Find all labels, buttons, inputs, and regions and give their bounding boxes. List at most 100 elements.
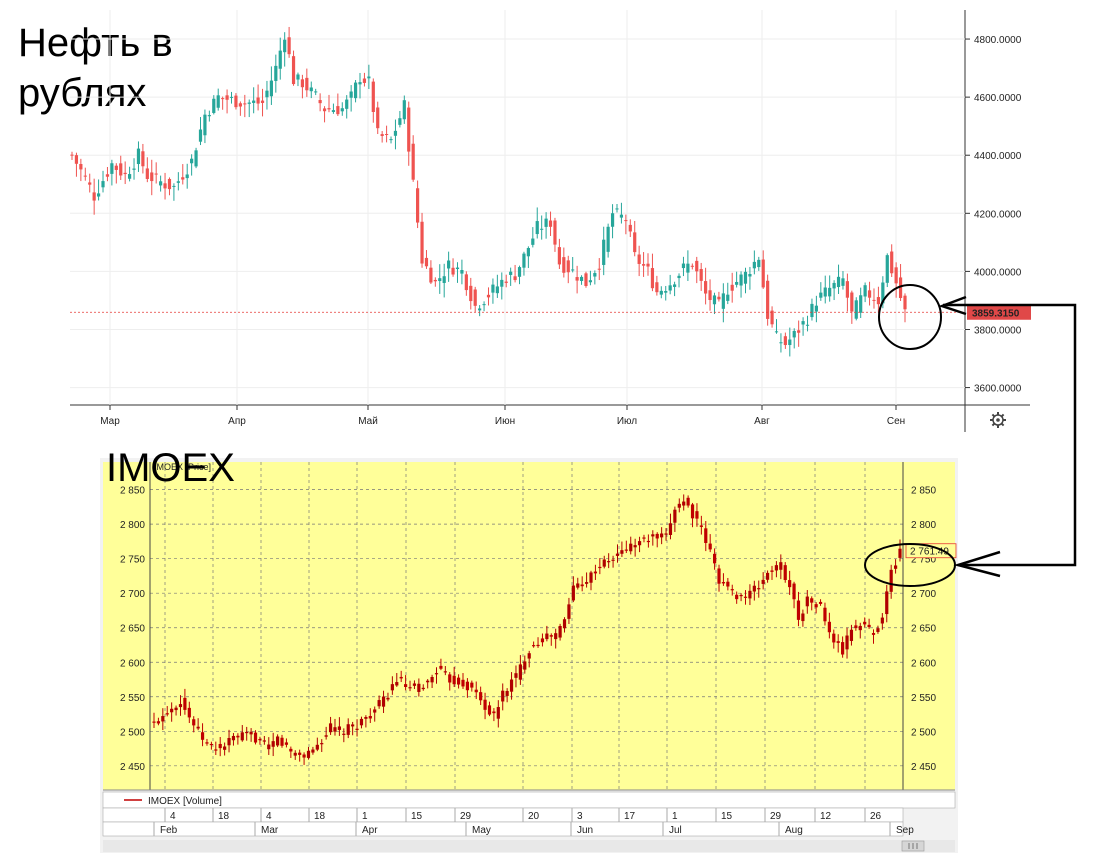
imoex-candle-body [818, 601, 823, 604]
gear-icon[interactable] [990, 412, 1006, 428]
imoex-y-tick-label-right: 2 700 [911, 589, 936, 600]
imoex-y-tick-label-left: 2 650 [120, 624, 145, 635]
oil-y-tick-label: 4800.0000 [974, 35, 1022, 46]
imoex-candle-body [492, 711, 496, 714]
oil-candle-body [695, 260, 699, 272]
scroll-grip-icon[interactable] [901, 840, 925, 852]
imoex-candle-body [668, 523, 673, 535]
oil-candle-body [216, 95, 220, 108]
oil-candle-body [548, 220, 553, 227]
oil-candle-body [238, 103, 242, 107]
oil-candle-body [287, 37, 291, 55]
imoex-candle-body [805, 596, 809, 607]
oil-candle-body [859, 295, 863, 313]
oil-last-price-badge [967, 304, 1031, 320]
oil-candle-body [832, 282, 836, 289]
imoex-candle-body [589, 572, 593, 583]
arrow-head-imoex [953, 550, 1001, 578]
oil-candle-body [801, 321, 805, 325]
imoex-candle-body [849, 629, 854, 641]
imoex-candle-body [655, 533, 659, 539]
imoex-candle-body [664, 533, 668, 535]
oil-x-tick-label: Июн [495, 416, 515, 427]
oil-candle-body [513, 276, 517, 281]
imoex-candle-body [196, 726, 200, 729]
oil-candle-body [655, 282, 659, 293]
imoex-candle-body [880, 617, 884, 624]
imoex-candle-body [236, 735, 240, 738]
oil-candle-body [70, 154, 74, 156]
imoex-candle-body [580, 584, 584, 587]
imoex-month-tick-label: May [472, 825, 491, 836]
oil-candle-body [836, 276, 841, 288]
imoex-month-tick-label: Apr [362, 825, 378, 836]
oil-candle-body [212, 98, 216, 113]
oil-candle-body [296, 74, 300, 80]
imoex-candle-body [200, 732, 205, 740]
oil-candle-body [788, 339, 792, 346]
oil-candles [70, 26, 907, 357]
oil-candle-body [540, 228, 544, 230]
oil-candle-body [783, 336, 787, 346]
imoex-day-tick-label: 4 [170, 811, 176, 822]
oil-candle-body [517, 267, 522, 277]
imoex-y-tick-label-right: 2 450 [911, 762, 936, 773]
oil-candle-body [624, 220, 628, 222]
imoex-scrollbar[interactable] [103, 840, 955, 852]
imoex-candle-body [717, 568, 721, 584]
oil-x-tick-label: Авг [754, 416, 770, 427]
imoex-candle-body [545, 633, 549, 640]
oil-candle-body [389, 139, 393, 141]
oil-highlight-circle [878, 284, 942, 350]
imoex-candle-body [346, 724, 350, 735]
imoex-day-tick-label: 20 [528, 811, 540, 822]
oil-candle-body [362, 78, 367, 83]
imoex-candle-body [258, 738, 262, 741]
imoex-candle-body [532, 645, 536, 647]
oil-x-tick-label: Май [358, 416, 378, 427]
oil-candle-body [358, 82, 362, 85]
oil-candle-body [850, 292, 854, 312]
imoex-y-tick-label-right: 2 850 [911, 486, 936, 497]
imoex-candle-body [337, 726, 341, 730]
oil-candle-body [393, 130, 398, 136]
imoex-candle-body [620, 550, 624, 554]
oil-candle-body [526, 248, 530, 257]
imoex-candle-body [289, 748, 293, 752]
oil-candle-body [92, 192, 96, 201]
imoex-candle-body [386, 697, 390, 700]
imoex-candle-body [571, 585, 575, 601]
oil-candle-body [478, 308, 482, 311]
oil-candle-body [743, 271, 748, 284]
imoex-candle-body [302, 754, 306, 758]
imoex-candle-body [368, 715, 372, 719]
imoex-candle-body [832, 633, 836, 643]
oil-candle-body [132, 168, 136, 170]
imoex-candle-body [567, 604, 571, 619]
oil-candle-body [557, 247, 561, 265]
oil-y-tick-label: 4600.0000 [974, 93, 1022, 104]
imoex-month-tick-label: Sep [896, 825, 914, 836]
imoex-day-tick-label: 4 [266, 811, 272, 822]
oil-candle-body [128, 174, 132, 179]
imoex-candle-body [721, 582, 726, 584]
oil-candle-body [473, 289, 477, 306]
imoex-candle-body [501, 690, 505, 702]
oil-x-tick-label: Апр [228, 416, 246, 427]
imoex-y-tick-label-left: 2 550 [120, 693, 145, 704]
imoex-candle-body [377, 700, 381, 707]
imoex-candle-body [390, 684, 394, 691]
imoex-candle-body [328, 723, 333, 733]
oil-candle-body [495, 286, 499, 294]
imoex-candle-body [448, 674, 452, 683]
imoex-candle-body [417, 683, 421, 692]
imoex-candle-body [262, 740, 266, 742]
oil-candle-body [659, 290, 663, 295]
imoex-candle-body [174, 707, 178, 711]
imoex-candle-body [871, 632, 876, 635]
imoex-candle-body [461, 679, 465, 687]
oil-candle-body [327, 108, 331, 110]
imoex-candle-body [315, 744, 319, 750]
imoex-volume-legend-row [102, 791, 956, 809]
imoex-candle-body [509, 679, 514, 692]
